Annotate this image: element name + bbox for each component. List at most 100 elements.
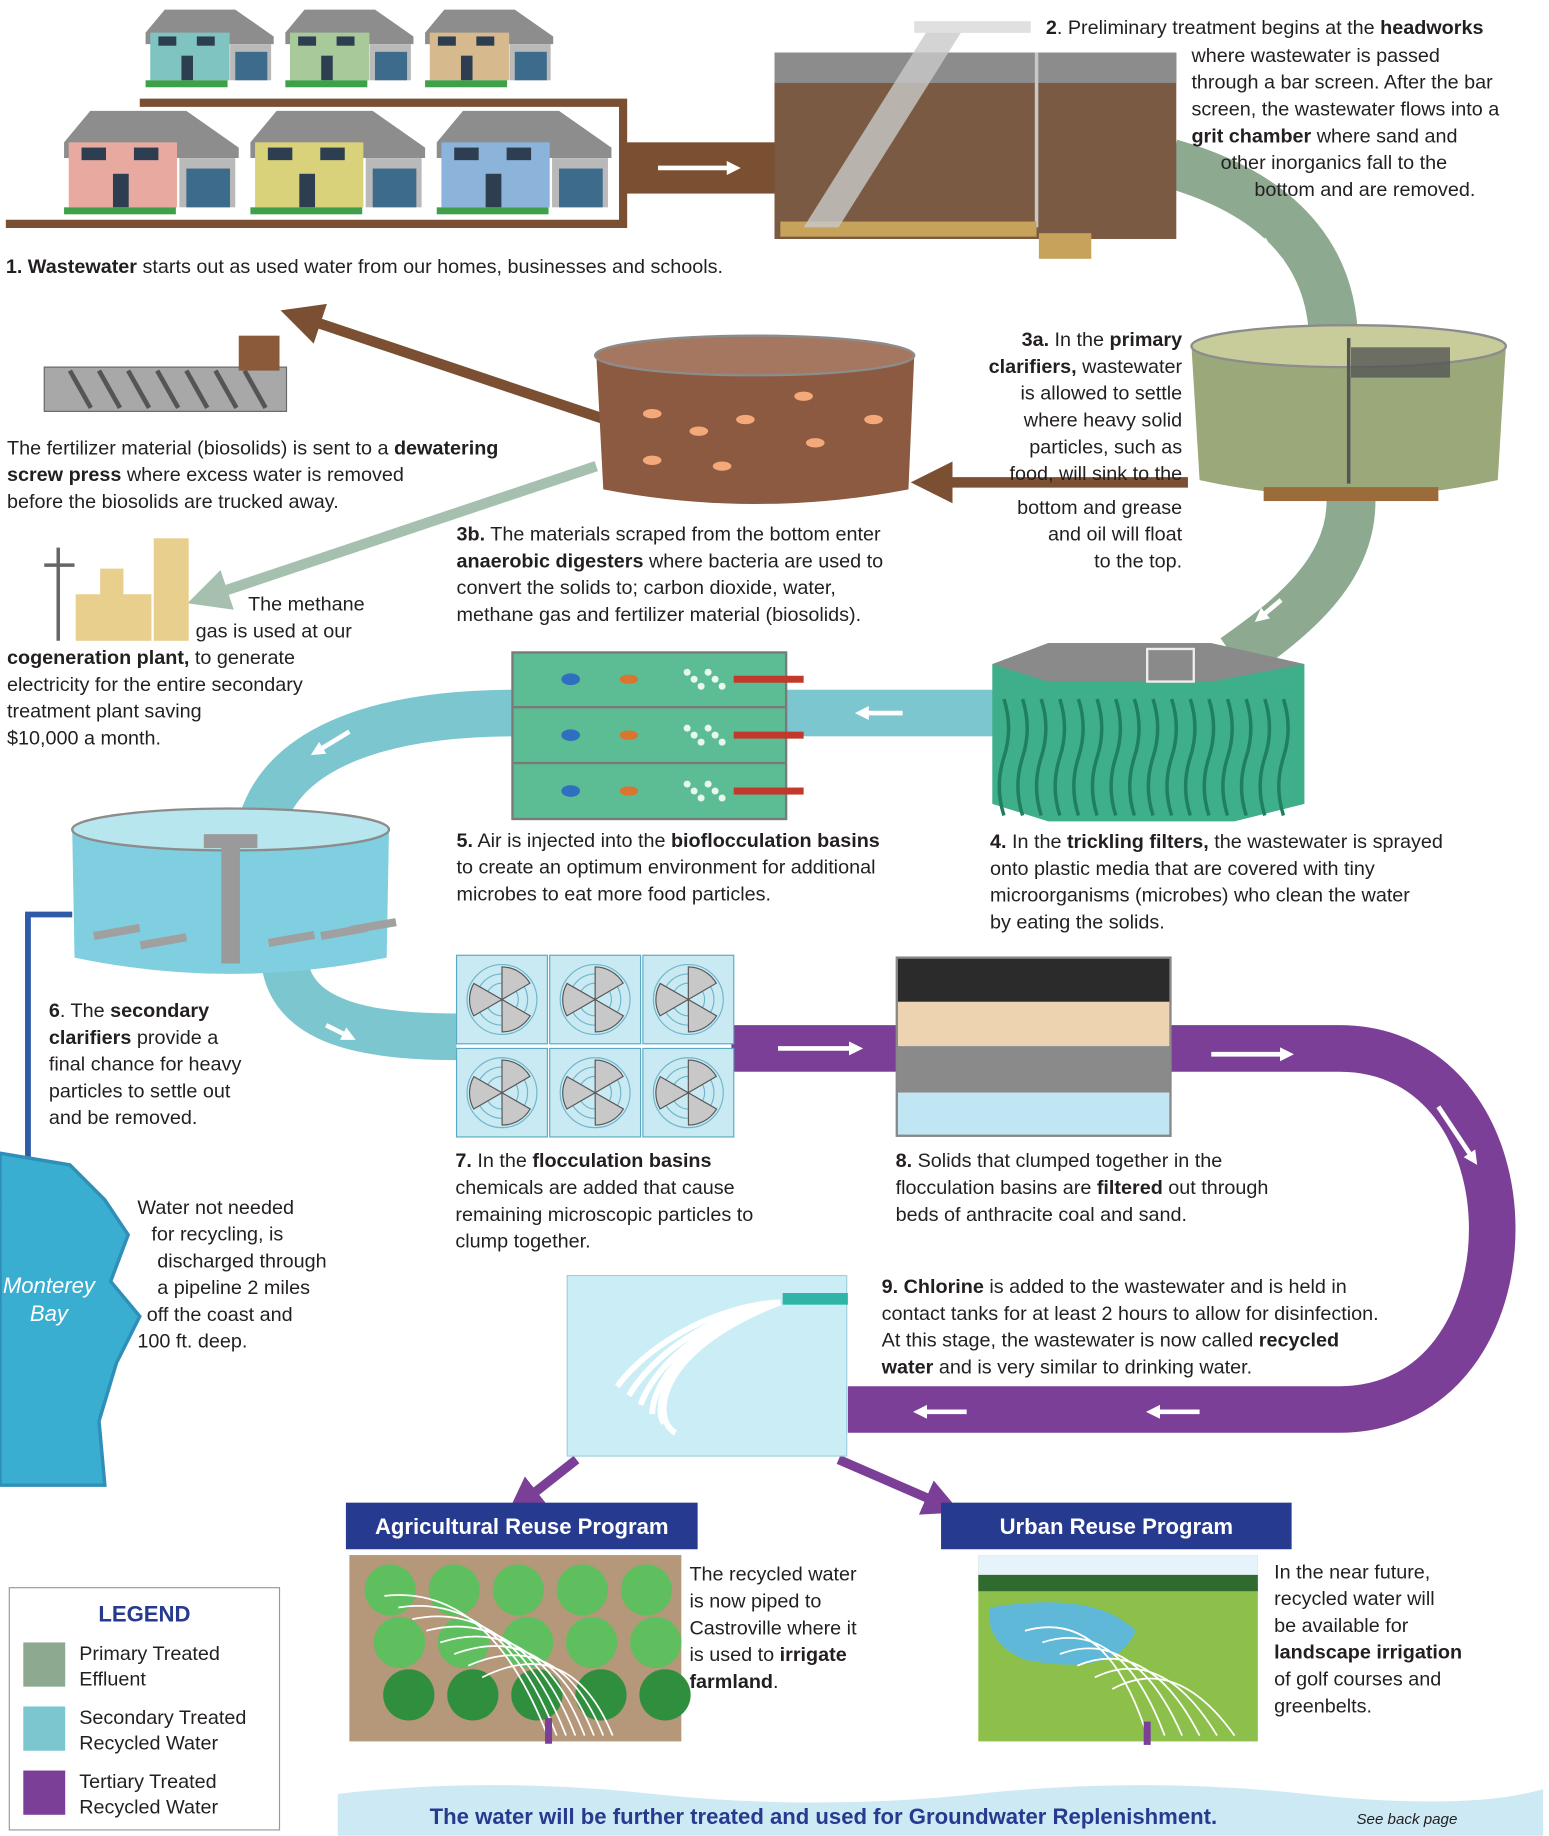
text-run: discharged through [157, 1250, 326, 1272]
text-run: bottom and are removed. [1254, 179, 1475, 201]
text-run: and be removed. [49, 1107, 197, 1129]
step-text: before the biosolids are trucked away. [7, 491, 339, 513]
text-run: The fertilizer material (biosolids) is s… [7, 437, 394, 459]
text-run: chemicals are added that cause [455, 1177, 734, 1199]
air-bubble [684, 669, 691, 676]
step-text: final chance for heavy [49, 1054, 242, 1076]
text-run: . Preliminary treatment begins at the [1057, 17, 1380, 39]
step-text: screw press where excess water is remove… [7, 464, 404, 486]
text-run: The recycled water [689, 1564, 857, 1586]
step-text: to the top. [1094, 550, 1182, 572]
text-run-bold: cogeneration plant, [7, 647, 189, 669]
text-run: the wastewater is sprayed [1209, 831, 1443, 853]
step-text: recycled water will [1274, 1588, 1434, 1610]
connector-arrow [839, 1460, 944, 1505]
sludge [1264, 487, 1439, 501]
text-run-bold: recycled [1259, 1330, 1339, 1352]
step-text: and be removed. [49, 1107, 197, 1129]
anthracite-layer [897, 958, 1171, 1002]
chlorine-pipe [783, 1293, 848, 1305]
step-text: be available for [1274, 1615, 1409, 1637]
text-run-bold: filtered [1097, 1177, 1163, 1199]
step-text: 2. Preliminary treatment begins at the h… [1046, 17, 1484, 39]
secondary-pipe [262, 713, 515, 821]
text-run-bold: secondary [110, 1000, 209, 1022]
text-run: screen, the wastewater flows into a [1191, 99, 1499, 121]
air-bubble [705, 669, 712, 676]
primary-pipe [1235, 501, 1351, 658]
text-run: is added to the wastewater and is held i… [984, 1276, 1347, 1298]
center-column [221, 841, 240, 963]
step-text: farmland. [689, 1671, 778, 1693]
microbe [561, 673, 580, 685]
bacteria [689, 427, 708, 436]
legend-swatch [23, 1706, 65, 1750]
skimmer [1351, 347, 1450, 377]
text-run: of golf courses and [1274, 1669, 1441, 1691]
text-run: to create an optimum environment for add… [457, 857, 876, 879]
text-run: remaining microscopic particles to [455, 1204, 753, 1226]
microbe [620, 675, 639, 684]
bacteria [864, 415, 883, 424]
connector-arrow [300, 317, 605, 419]
step-text: clarifiers provide a [49, 1027, 218, 1049]
crop [365, 1564, 416, 1615]
step-text: $10,000 a month. [7, 727, 161, 749]
step-text: electricity for the entire secondary [7, 674, 303, 696]
column-cap [204, 834, 258, 848]
secondary-pipe [285, 967, 456, 1037]
text-run-bold: 4. [990, 831, 1007, 853]
step-text: where heavy solid [1023, 410, 1182, 432]
garage-door [515, 52, 547, 80]
step-text: microbes to eat more food particles. [457, 884, 771, 906]
step-text: Castroville where it [689, 1617, 857, 1639]
text-run: particles, such as [1029, 436, 1182, 458]
step-text: screen, the wastewater flows into a [1191, 99, 1499, 121]
text-run: a pipeline 2 miles [157, 1277, 310, 1299]
crop [374, 1617, 425, 1668]
text-run: food, will sink to the [1010, 463, 1183, 485]
legend-label: Recycled Water [79, 1733, 218, 1755]
text-run-bold: farmland [689, 1671, 773, 1693]
text-run-bold: trickling filters, [1067, 831, 1209, 853]
step-text: grit chamber where sand and [1191, 125, 1457, 147]
step-text: anaerobic digesters where bacteria are u… [457, 550, 884, 572]
step-text: gas is used at our [196, 620, 353, 642]
step-text: 8. Solids that clumped together in the [896, 1150, 1223, 1172]
legend-label: Secondary Treated [79, 1707, 246, 1729]
text-run-bold: 3b. [457, 524, 486, 546]
infographic: MontereyBayAgricultural Reuse ProgramUrb… [0, 0, 1549, 1836]
air-pipe [734, 676, 804, 683]
air-bubble [712, 676, 719, 683]
house-door [321, 56, 333, 81]
step-text: 4. In the trickling filters, the wastewa… [990, 831, 1443, 853]
digester [596, 355, 914, 503]
house-window [298, 36, 316, 45]
crop [447, 1669, 498, 1720]
text-run: off the coast and [147, 1304, 293, 1326]
lawn [250, 207, 362, 214]
step-text: 1. Wastewater starts out as used water f… [6, 256, 723, 278]
step-text: where wastewater is passed [1190, 45, 1439, 67]
crop [493, 1564, 544, 1615]
crop [557, 1564, 608, 1615]
text-run-bold: 5. [457, 830, 474, 852]
crop [639, 1669, 690, 1720]
step-text: bottom and grease [1017, 497, 1182, 519]
screen-deck [914, 21, 1030, 33]
bacteria [643, 409, 662, 418]
text-run: where heavy solid [1023, 410, 1182, 432]
bacteria [736, 415, 755, 424]
air-pipe [734, 788, 804, 795]
text-run: . [773, 1671, 779, 1693]
text-run: electricity for the entire secondary [7, 674, 303, 696]
lawn [146, 80, 228, 87]
house-window [82, 148, 106, 161]
text-run-bold: headworks [1380, 17, 1483, 39]
text-run: In the [472, 1150, 532, 1172]
step-text: 7. In the flocculation basins [455, 1150, 711, 1172]
step-text: The fertilizer material (biosolids) is s… [7, 437, 498, 459]
air-pipe [734, 732, 804, 739]
bay-label: Monterey [3, 1273, 97, 1298]
text-run: In the near future, [1274, 1561, 1430, 1583]
